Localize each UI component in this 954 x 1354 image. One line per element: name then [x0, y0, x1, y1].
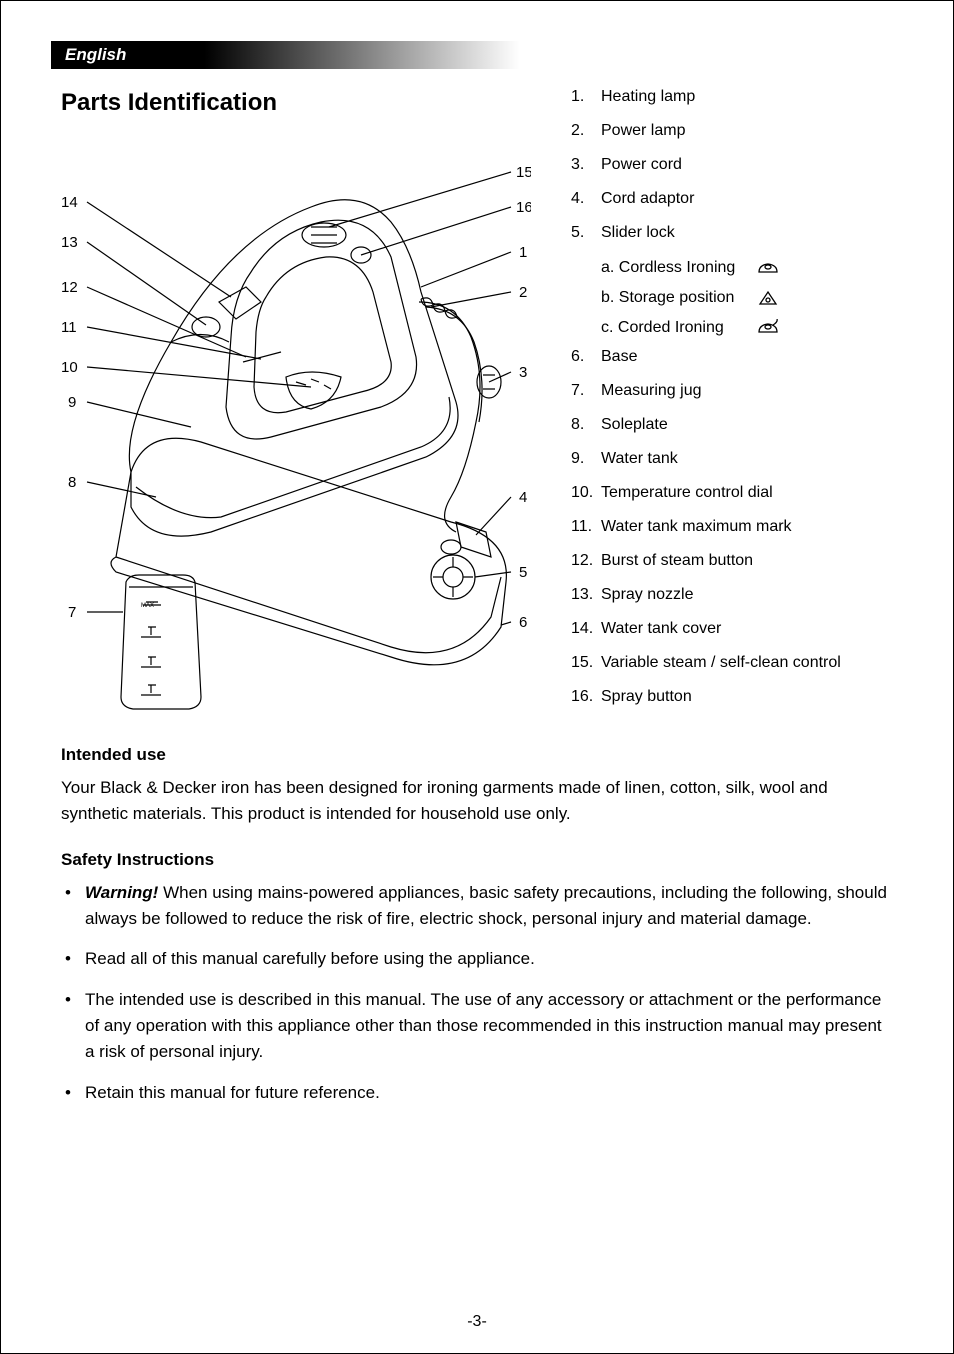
intended-use-body: Your Black & Decker iron has been design…	[61, 775, 893, 828]
language-bar: English	[51, 41, 903, 69]
safety-item-3: The intended use is described in this ma…	[61, 987, 893, 1066]
callout-2: 2	[519, 284, 527, 301]
page: English Parts Identification	[0, 0, 954, 1354]
callout-10: 10	[61, 359, 78, 376]
safety-list: Warning! When using mains-powered applia…	[61, 880, 893, 1106]
iron-diagram-svg: 14 13 12 11 10 9 8 7 15 16	[61, 127, 531, 717]
slider-sublist: a. Cordless Ironing b. Storage position …	[571, 259, 893, 337]
part-item-11: 11.Water tank maximum mark	[571, 519, 893, 535]
callout-16: 16	[516, 199, 531, 216]
slider-sub-b: b. Storage position	[601, 289, 893, 307]
part-item-13: 13.Spray nozzle	[571, 587, 893, 603]
callout-12: 12	[61, 279, 78, 296]
callout-8: 8	[68, 474, 76, 491]
safety-item-2: Read all of this manual carefully before…	[61, 946, 893, 972]
callout-6: 6	[519, 614, 527, 631]
part-item-6: 6.Base	[571, 349, 893, 365]
left-column: Parts Identification	[61, 89, 541, 723]
safety-heading: Safety Instructions	[61, 850, 893, 870]
part-item-5-sub: a. Cordless Ironing b. Storage position …	[571, 259, 893, 337]
slider-sub-c: c. Corded Ironing	[601, 319, 893, 337]
part-item-5: 5.Slider lock	[571, 225, 893, 241]
part-item-7: 7.Measuring jug	[571, 383, 893, 399]
part-item-1: 1.Heating lamp	[571, 89, 893, 105]
part-item-14: 14.Water tank cover	[571, 621, 893, 637]
part-item-8: 8.Soleplate	[571, 417, 893, 433]
parts-list: 1.Heating lamp 2.Power lamp 3.Power cord…	[571, 89, 893, 705]
language-label: English	[51, 45, 126, 65]
callout-13: 13	[61, 234, 78, 251]
slider-sub-a: a. Cordless Ironing	[601, 259, 893, 277]
content: Parts Identification	[41, 89, 913, 1106]
right-column: 1.Heating lamp 2.Power lamp 3.Power cord…	[541, 89, 893, 723]
callout-14: 14	[61, 194, 78, 211]
callout-11: 11	[61, 319, 77, 336]
part-item-16: 16.Spray button	[571, 689, 893, 705]
svg-text:MAX: MAX	[141, 603, 154, 609]
part-item-4: 4.Cord adaptor	[571, 191, 893, 207]
callout-3: 3	[519, 364, 527, 381]
callout-15: 15	[516, 164, 531, 181]
callout-5: 5	[519, 564, 527, 581]
page-number: -3-	[1, 1313, 953, 1331]
callout-1: 1	[519, 244, 527, 261]
safety-item-4: Retain this manual for future reference.	[61, 1080, 893, 1106]
part-item-12: 12.Burst of steam button	[571, 553, 893, 569]
part-item-10: 10.Temperature control dial	[571, 485, 893, 501]
storage-icon	[756, 289, 780, 307]
cordless-icon	[756, 259, 780, 277]
callout-4: 4	[519, 489, 527, 506]
top-section: Parts Identification	[61, 89, 893, 723]
part-item-15: 15.Variable steam / self-clean control	[571, 655, 893, 671]
parts-diagram: 14 13 12 11 10 9 8 7 15 16	[61, 127, 531, 717]
part-item-3: 3.Power cord	[571, 157, 893, 173]
page-title: Parts Identification	[61, 89, 541, 117]
safety-item-1: Warning! When using mains-powered applia…	[61, 880, 893, 933]
part-item-9: 9.Water tank	[571, 451, 893, 467]
intended-use-heading: Intended use	[61, 745, 893, 765]
callout-7: 7	[68, 604, 76, 621]
part-item-2: 2.Power lamp	[571, 123, 893, 139]
corded-icon	[756, 319, 780, 337]
callout-9: 9	[68, 394, 76, 411]
